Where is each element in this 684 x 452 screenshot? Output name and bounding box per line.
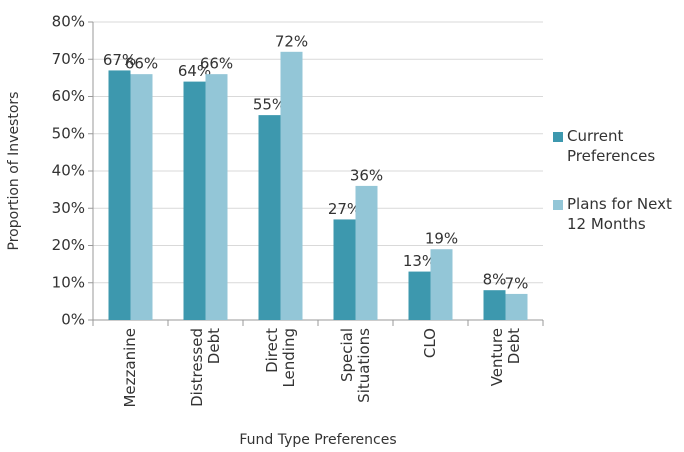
y-tick-label: 60%	[52, 87, 85, 105]
bar	[258, 115, 281, 320]
y-tick-label: 10%	[52, 273, 85, 291]
y-tick-label: 40%	[52, 162, 85, 180]
y-tick-label: 0%	[61, 311, 85, 329]
x-axis-title: Fund Type Preferences	[239, 432, 396, 448]
bar	[430, 249, 453, 320]
x-tick-label: CLO	[421, 328, 439, 358]
bar	[183, 81, 206, 320]
bar	[130, 74, 153, 321]
data-label: 36%	[350, 166, 383, 184]
bar	[355, 185, 378, 320]
y-tick-label: 50%	[52, 124, 85, 142]
data-label: 66%	[200, 55, 233, 73]
bar	[205, 74, 228, 321]
data-label: 72%	[275, 32, 308, 50]
bar	[108, 70, 131, 320]
data-label: 55%	[253, 96, 286, 114]
legend-label: Current Preferences	[567, 127, 656, 165]
legend-item: Current Preferences	[553, 126, 681, 166]
bar	[505, 293, 528, 320]
y-tick-label: 70%	[52, 50, 85, 68]
data-label: 13%	[403, 252, 436, 270]
x-tick-label: SpecialSituations	[338, 328, 373, 403]
data-label: 8%	[483, 271, 507, 289]
bar	[483, 290, 506, 320]
y-tick-label: 30%	[52, 199, 85, 217]
legend-label: Plans for Next 12 Months	[567, 195, 672, 233]
data-label: 19%	[425, 230, 458, 248]
data-label: 64%	[178, 62, 211, 80]
data-label: 66%	[125, 55, 158, 73]
legend-swatch	[553, 132, 563, 142]
legend: Current Preferences Plans for Next 12 Mon…	[553, 126, 681, 262]
x-tick-label: Mezzanine	[121, 328, 139, 408]
y-tick-label: 20%	[52, 236, 85, 254]
x-tick-label: DistressedDebt	[188, 328, 223, 407]
legend-item: Plans for Next 12 Months	[553, 194, 681, 234]
data-label: 7%	[505, 274, 529, 292]
legend-swatch	[553, 200, 563, 210]
bar	[333, 219, 356, 320]
bar	[280, 51, 303, 321]
y-tick-label: 80%	[52, 13, 85, 31]
data-label: 27%	[328, 200, 361, 218]
bar	[408, 271, 431, 320]
y-axis-title: Proportion of Investors	[6, 92, 22, 251]
x-tick-label: VentureDebt	[488, 328, 523, 386]
x-tick-label: DirectLending	[263, 328, 298, 388]
data-label: 67%	[103, 51, 136, 69]
